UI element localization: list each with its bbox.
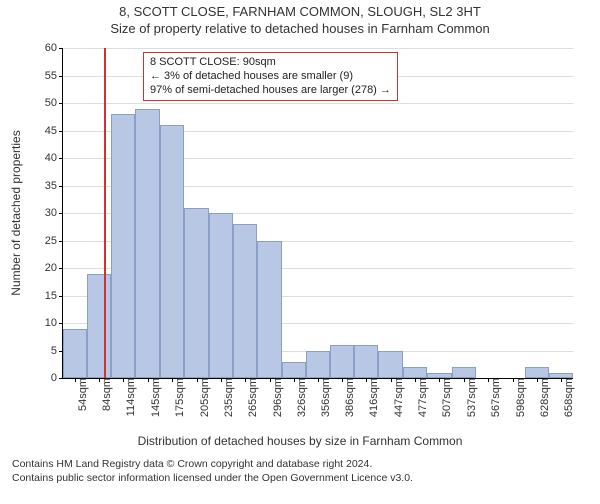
y-tick-label: 10 bbox=[45, 317, 63, 329]
x-tick-label: 386sqm bbox=[342, 378, 356, 417]
credit-line-1: Contains HM Land Registry data © Crown c… bbox=[12, 458, 588, 472]
histogram-bar bbox=[233, 224, 257, 378]
x-tick-label: 205sqm bbox=[197, 378, 211, 417]
y-tick-label: 40 bbox=[45, 152, 63, 164]
chart-titles: 8, SCOTT CLOSE, FARNHAM COMMON, SLOUGH, … bbox=[0, 4, 600, 36]
histogram-bar bbox=[160, 125, 184, 378]
x-tick-label: 628sqm bbox=[537, 378, 551, 417]
x-tick-label: 537sqm bbox=[464, 378, 478, 417]
x-tick-label: 598sqm bbox=[513, 378, 527, 417]
x-tick-label: 356sqm bbox=[318, 378, 332, 417]
histogram-bar bbox=[209, 213, 233, 378]
y-axis-label: Number of detached properties bbox=[9, 130, 23, 295]
x-tick-label: 567sqm bbox=[488, 378, 502, 417]
x-tick-label: 447sqm bbox=[391, 378, 405, 417]
plot-area: 05101520253035404550556054sqm84sqm114sqm… bbox=[62, 48, 573, 379]
y-tick-label: 55 bbox=[45, 70, 63, 82]
histogram-bar bbox=[135, 109, 160, 379]
histogram-bar bbox=[306, 351, 330, 379]
credit-line-2: Contains public sector information licen… bbox=[12, 472, 588, 486]
x-tick-label: 54sqm bbox=[75, 378, 89, 411]
histogram-bar bbox=[378, 351, 403, 379]
x-tick-label: 658sqm bbox=[561, 378, 575, 417]
histogram-bar bbox=[282, 362, 306, 379]
title-address: 8, SCOTT CLOSE, FARNHAM COMMON, SLOUGH, … bbox=[0, 4, 600, 19]
histogram-bar bbox=[403, 367, 427, 378]
histogram-bar bbox=[63, 329, 87, 379]
x-tick-label: 416sqm bbox=[366, 378, 380, 417]
histogram-bar bbox=[330, 345, 354, 378]
histogram-bar bbox=[111, 114, 135, 378]
y-tick-label: 30 bbox=[45, 207, 63, 219]
title-subtitle: Size of property relative to detached ho… bbox=[0, 21, 600, 36]
x-tick-label: 326sqm bbox=[294, 378, 308, 417]
chart-area: Number of detached properties 0510152025… bbox=[10, 42, 590, 430]
y-tick-label: 35 bbox=[45, 180, 63, 192]
y-tick-label: 20 bbox=[45, 262, 63, 274]
histogram-bar bbox=[525, 367, 549, 378]
histogram-bar bbox=[184, 208, 208, 379]
x-axis-label: Distribution of detached houses by size … bbox=[0, 434, 600, 448]
y-tick-label: 60 bbox=[45, 42, 63, 54]
x-tick-label: 296sqm bbox=[270, 378, 284, 417]
x-tick-label: 507sqm bbox=[439, 378, 453, 417]
histogram-bar bbox=[87, 274, 111, 379]
grid-line bbox=[63, 48, 573, 49]
histogram-bar bbox=[452, 367, 476, 378]
annotation-line: ← 3% of detached houses are smaller (9) bbox=[150, 70, 391, 84]
y-tick-label: 45 bbox=[45, 125, 63, 137]
y-tick-label: 15 bbox=[45, 290, 63, 302]
annotation-line: 97% of semi-detached houses are larger (… bbox=[150, 84, 391, 98]
x-tick-label: 175sqm bbox=[172, 378, 186, 417]
credits: Contains HM Land Registry data © Crown c… bbox=[12, 458, 588, 485]
y-tick-label: 5 bbox=[51, 345, 63, 357]
histogram-bar bbox=[354, 345, 378, 378]
histogram-bar bbox=[257, 241, 282, 379]
grid-line bbox=[63, 103, 573, 104]
reference-line bbox=[104, 48, 106, 378]
x-tick-label: 84sqm bbox=[99, 378, 113, 411]
y-tick-label: 0 bbox=[51, 372, 63, 384]
y-tick-label: 50 bbox=[45, 97, 63, 109]
x-tick-label: 235sqm bbox=[221, 378, 235, 417]
y-tick-label: 25 bbox=[45, 235, 63, 247]
annotation-box: 8 SCOTT CLOSE: 90sqm← 3% of detached hou… bbox=[143, 52, 398, 101]
x-tick-label: 114sqm bbox=[123, 378, 137, 416]
x-tick-label: 145sqm bbox=[148, 378, 162, 417]
x-tick-label: 265sqm bbox=[245, 378, 259, 417]
annotation-line: 8 SCOTT CLOSE: 90sqm bbox=[150, 56, 391, 70]
x-tick-label: 477sqm bbox=[415, 378, 429, 417]
